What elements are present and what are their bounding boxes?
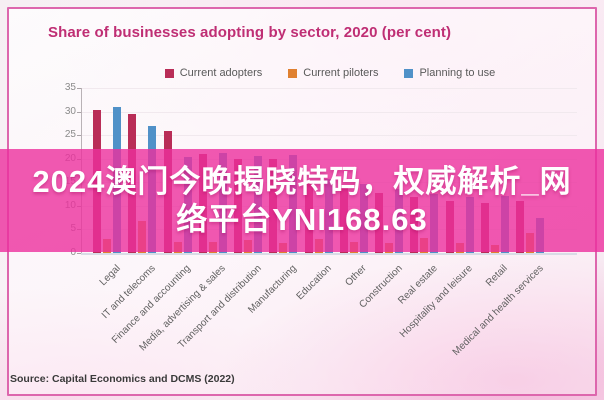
x-axis-line bbox=[81, 253, 577, 255]
legend-item: Current adopters bbox=[164, 67, 263, 79]
spam-overlay-banner: 2024澳门今晚揭晓特码，权威解析_网 络平台YNI168.63 bbox=[0, 149, 604, 252]
legend-item: Planning to use bbox=[404, 67, 495, 79]
x-axis-category-label: Legal bbox=[97, 263, 123, 289]
y-axis-tick-label: 35 bbox=[64, 82, 76, 93]
legend-swatch-icon bbox=[164, 68, 174, 78]
legend-label: Current piloters bbox=[303, 67, 379, 79]
y-axis-tick bbox=[77, 135, 81, 137]
legend-swatch-icon bbox=[288, 68, 298, 78]
overlay-text-line1: 2024澳门今晚揭晓特码，权威解析_网 bbox=[32, 163, 572, 199]
x-axis-category-label: Hospitality and leisure bbox=[397, 263, 475, 340]
gridline bbox=[81, 111, 577, 113]
chart-legend: Current adopters Current piloters Planning… bbox=[85, 67, 575, 79]
overlay-text-line2: 络平台YNI168.63 bbox=[176, 201, 428, 237]
y-axis-tick bbox=[77, 253, 81, 254]
gridline bbox=[81, 135, 577, 137]
chart-title: Share of businesses adopting by sector, … bbox=[48, 24, 452, 41]
source-note: Source: Capital Economics and DCMS (2022… bbox=[10, 373, 235, 385]
x-axis-category-label: Education bbox=[294, 263, 334, 303]
x-axis-category-label: Other bbox=[343, 263, 370, 289]
legend-item: Current piloters bbox=[288, 67, 378, 79]
x-axis-category-label: Retail bbox=[484, 263, 511, 289]
legend-swatch-icon bbox=[404, 68, 414, 78]
y-axis-tick bbox=[77, 111, 81, 113]
y-axis-tick bbox=[77, 88, 81, 89]
legend-label: Current adopters bbox=[179, 67, 263, 79]
y-axis-tick-label: 30 bbox=[64, 105, 76, 117]
y-axis-tick-label: 0 bbox=[70, 247, 76, 258]
legend-label: Planning to use bbox=[419, 67, 496, 79]
gridline bbox=[81, 88, 577, 89]
y-axis-tick-label: 25 bbox=[64, 129, 76, 141]
